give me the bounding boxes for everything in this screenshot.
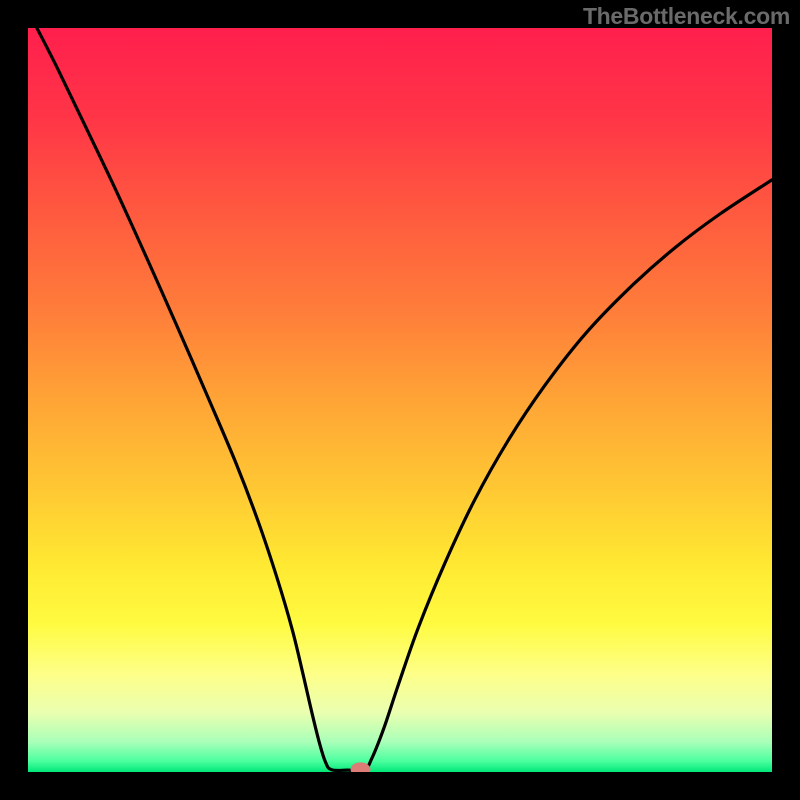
gradient-background — [28, 28, 772, 772]
chart-container: TheBottleneck.com — [0, 0, 800, 800]
watermark-text: TheBottleneck.com — [583, 3, 790, 30]
plot-svg — [28, 28, 772, 772]
plot-area — [28, 28, 772, 772]
